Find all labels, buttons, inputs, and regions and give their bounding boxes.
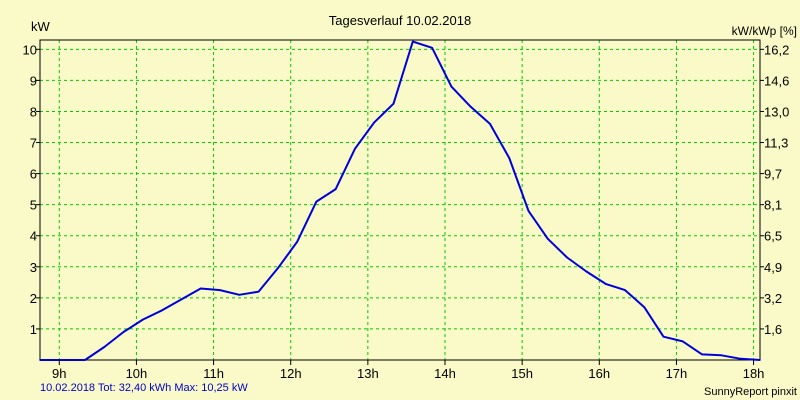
y-left-tick-label: 10 — [23, 42, 37, 57]
y-left-tick-label: 6 — [30, 167, 37, 182]
tick-layer: 9h 10h 11h 12h 13h 14h 15h 16h 17h 18h 1 2 3 4 5 6 7 8 9 10… — [23, 42, 790, 381]
y-right-tick-label: 3,2 — [764, 291, 782, 306]
x-tick-label: 17h — [666, 366, 688, 381]
x-tick-label: 13h — [357, 366, 379, 381]
y-left-tick-label: 2 — [30, 291, 37, 306]
y-right-tick-label: 1,6 — [764, 322, 782, 337]
y-left-tick-label: 7 — [30, 136, 37, 151]
x-tick-label: 15h — [511, 366, 533, 381]
data-point — [238, 293, 241, 296]
data-point — [431, 46, 433, 49]
data-point — [334, 188, 337, 190]
y-right-tick-label: 16,2 — [764, 42, 789, 57]
data-point — [585, 270, 588, 273]
data-point — [469, 105, 472, 108]
plot-frame — [39, 39, 761, 361]
y-left-tick-label: 5 — [30, 198, 37, 213]
y-right-tick-label: 9,7 — [764, 167, 782, 182]
data-point — [257, 290, 260, 293]
data-point — [199, 287, 202, 290]
data-point — [720, 354, 723, 357]
y-right-tick-label: 13,0 — [764, 104, 789, 119]
x-tick-label: 9h — [52, 366, 66, 381]
x-tick-label: 12h — [280, 366, 302, 381]
data-point — [739, 357, 742, 360]
data-point — [373, 121, 376, 124]
x-tick-label: 18h — [743, 366, 765, 381]
data-point — [122, 331, 125, 333]
data-point — [84, 359, 86, 361]
footer-summary: 10.02.2018 Tot: 32,40 kWh Max: 10,25 kW — [40, 382, 248, 394]
y-left-tick-label: 8 — [30, 104, 37, 119]
data-point — [566, 256, 568, 259]
data-point — [547, 238, 549, 240]
data-point — [643, 306, 646, 308]
series-line-0 — [40, 40, 761, 361]
y-left-tick-label: 4 — [30, 229, 37, 244]
x-tick-label: 11h — [203, 366, 224, 381]
data-point — [508, 157, 511, 159]
y-left-tick-label: 9 — [30, 73, 37, 88]
grid-layer — [40, 40, 760, 360]
y-right-tick-label: 14,6 — [764, 73, 789, 88]
data-point — [39, 359, 41, 361]
chart-title: Tagesverlauf 10.02.2018 — [329, 13, 471, 28]
data-point — [392, 102, 395, 105]
right-axis-unit-label: kW/kWp [%] — [732, 24, 797, 38]
y-right-tick-label: 4,9 — [764, 260, 782, 275]
y-right-tick-label: 6,5 — [764, 229, 782, 244]
footer-credit: SunnyReport pinxit — [704, 386, 797, 398]
data-point — [489, 123, 491, 125]
data-point — [682, 340, 684, 343]
y-right-tick-label: 8,1 — [764, 198, 782, 213]
data-point — [142, 318, 144, 321]
y-left-tick-label: 3 — [30, 260, 37, 275]
y-left-tick-label: 1 — [30, 322, 37, 337]
series-layer — [39, 40, 761, 361]
data-point — [759, 359, 761, 361]
x-tick-label: 10h — [126, 366, 148, 381]
data-point — [219, 289, 221, 291]
data-point — [527, 210, 530, 212]
x-tick-label: 14h — [434, 366, 456, 381]
data-point — [296, 241, 298, 243]
data-point — [412, 40, 414, 43]
data-point — [624, 289, 626, 291]
y-right-tick-label: 11,3 — [764, 136, 788, 151]
data-point — [662, 335, 665, 338]
data-point — [701, 353, 703, 356]
left-axis-unit-label: kW — [31, 19, 51, 34]
data-point — [604, 283, 607, 285]
data-point — [180, 298, 183, 301]
data-point — [354, 147, 356, 150]
data-point — [161, 309, 163, 312]
x-tick-label: 16h — [588, 366, 610, 381]
data-point — [450, 85, 453, 88]
data-point — [103, 346, 106, 348]
data-point — [315, 200, 318, 203]
data-point — [277, 267, 279, 270]
